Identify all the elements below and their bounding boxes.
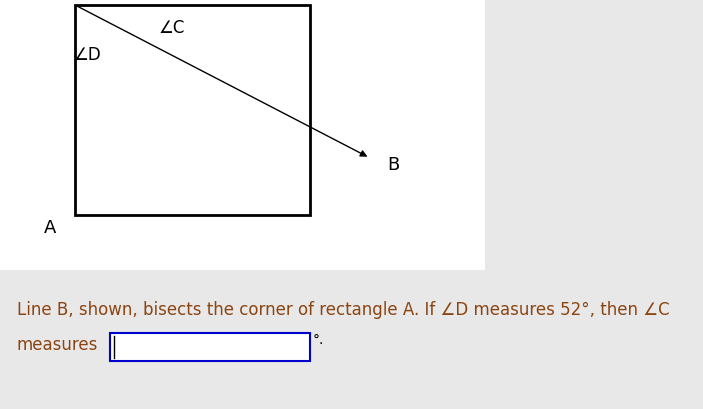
Bar (75, 5, 310, 215)
Bar (0, 0, 485, 270)
Bar (485, 0, 703, 409)
Bar (0, 270, 485, 409)
Text: Line B, shown, bisects the corner of rectangle A. If ∠D measures 52°, then ∠C: Line B, shown, bisects the corner of rec… (17, 301, 670, 319)
Text: ∠D: ∠D (73, 46, 101, 64)
Bar (110, 333, 310, 361)
Text: A: A (44, 219, 56, 237)
Text: °.: °. (313, 333, 324, 347)
Text: B: B (387, 156, 399, 174)
Text: ∠C: ∠C (159, 19, 185, 37)
Text: measures: measures (17, 336, 98, 354)
